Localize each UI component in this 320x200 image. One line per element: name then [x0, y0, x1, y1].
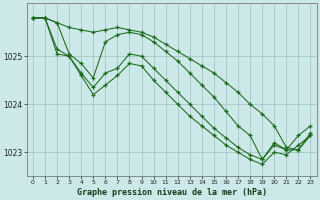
X-axis label: Graphe pression niveau de la mer (hPa): Graphe pression niveau de la mer (hPa) [77, 188, 267, 197]
